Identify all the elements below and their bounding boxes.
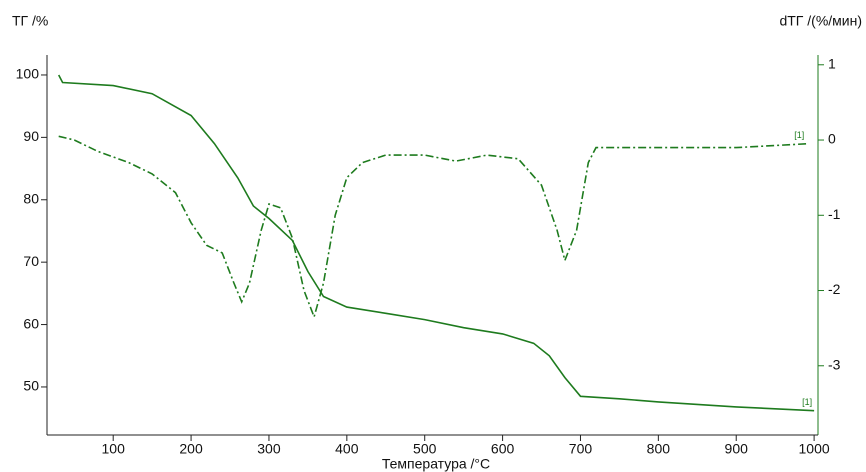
series-end-label: [1]	[794, 130, 804, 140]
x-tick-label: 800	[647, 441, 671, 457]
y-axis-title: ТГ /%	[12, 13, 48, 29]
y2-tick-label: 1	[828, 55, 836, 71]
x-tick-label: 400	[335, 441, 359, 457]
x-axis-title: Температура /°C	[382, 456, 490, 472]
series-line	[58, 135, 807, 320]
x-tick-label: 500	[413, 441, 437, 457]
y2-tick-label: 0	[828, 131, 836, 147]
y2-tick-label: -1	[828, 206, 841, 222]
series-end-label: [1]	[802, 397, 812, 407]
y-tick-label: 90	[23, 128, 39, 144]
x-tick-label: 900	[725, 441, 749, 457]
x-tick-label: 600	[491, 441, 515, 457]
x-tick-label: 300	[257, 441, 281, 457]
y-tick-label: 100	[16, 66, 40, 82]
x-tick-label: 700	[569, 441, 593, 457]
series-line	[57, 74, 815, 412]
y2-tick-label: -3	[828, 356, 841, 372]
x-tick-label: 1000	[799, 441, 830, 457]
y-tick-label: 60	[23, 315, 39, 331]
y2-tick-label: -2	[828, 281, 841, 297]
x-tick-label: 100	[102, 441, 126, 457]
y2-axis-title: dТГ /(%/мин)	[779, 13, 862, 29]
y-tick-label: 80	[23, 190, 39, 206]
y-tick-label: 70	[23, 253, 39, 269]
y-tick-label: 50	[23, 378, 39, 394]
x-tick-label: 200	[179, 441, 203, 457]
